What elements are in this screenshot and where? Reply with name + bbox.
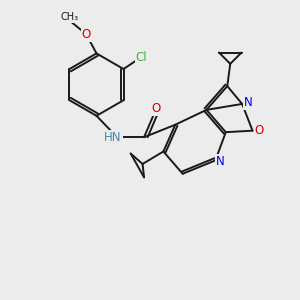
Text: HN: HN bbox=[104, 131, 122, 144]
Text: O: O bbox=[82, 28, 91, 40]
Text: N: N bbox=[244, 96, 253, 109]
Text: Cl: Cl bbox=[136, 51, 147, 64]
Text: N: N bbox=[215, 155, 224, 168]
Text: CH₃: CH₃ bbox=[61, 12, 79, 22]
Text: O: O bbox=[151, 103, 160, 116]
Text: O: O bbox=[254, 124, 264, 137]
